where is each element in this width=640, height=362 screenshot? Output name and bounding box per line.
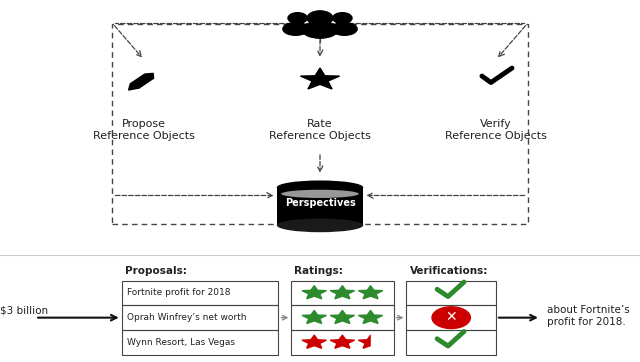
Text: Proposals:: Proposals: — [125, 266, 187, 276]
Polygon shape — [302, 286, 326, 299]
Text: $3 billion: $3 billion — [0, 306, 48, 316]
Circle shape — [307, 11, 333, 25]
Text: Oprah Winfrey’s net worth: Oprah Winfrey’s net worth — [127, 313, 246, 322]
Polygon shape — [301, 68, 339, 89]
Ellipse shape — [302, 22, 338, 38]
Polygon shape — [330, 311, 355, 324]
Ellipse shape — [276, 218, 364, 232]
Circle shape — [432, 307, 470, 329]
Circle shape — [333, 13, 352, 24]
Text: Rate
Reference Objects: Rate Reference Objects — [269, 119, 371, 141]
Text: ✕: ✕ — [445, 310, 457, 324]
Circle shape — [288, 13, 307, 24]
Polygon shape — [358, 311, 383, 324]
Text: Wynn Resort, Las Vegas: Wynn Resort, Las Vegas — [127, 338, 235, 347]
Polygon shape — [330, 286, 355, 299]
Polygon shape — [302, 335, 326, 348]
Text: Ratings:: Ratings: — [294, 266, 343, 276]
Text: Perspectives: Perspectives — [285, 198, 355, 209]
Text: Verifications:: Verifications: — [410, 266, 488, 276]
Polygon shape — [358, 335, 383, 348]
Text: about Fortnite’s
profit for 2018.: about Fortnite’s profit for 2018. — [547, 305, 630, 327]
Text: Propose
Reference Objects: Propose Reference Objects — [93, 119, 195, 141]
Polygon shape — [358, 286, 383, 299]
Polygon shape — [330, 335, 355, 348]
Polygon shape — [131, 73, 154, 88]
Polygon shape — [371, 333, 390, 352]
Polygon shape — [302, 311, 326, 324]
Ellipse shape — [332, 23, 357, 35]
Text: Verify
Reference Objects: Verify Reference Objects — [445, 119, 547, 141]
Polygon shape — [129, 84, 139, 90]
Ellipse shape — [281, 190, 359, 198]
Ellipse shape — [283, 23, 308, 35]
Polygon shape — [277, 188, 364, 225]
Text: Fortnite profit for 2018: Fortnite profit for 2018 — [127, 289, 230, 298]
Ellipse shape — [276, 181, 364, 194]
